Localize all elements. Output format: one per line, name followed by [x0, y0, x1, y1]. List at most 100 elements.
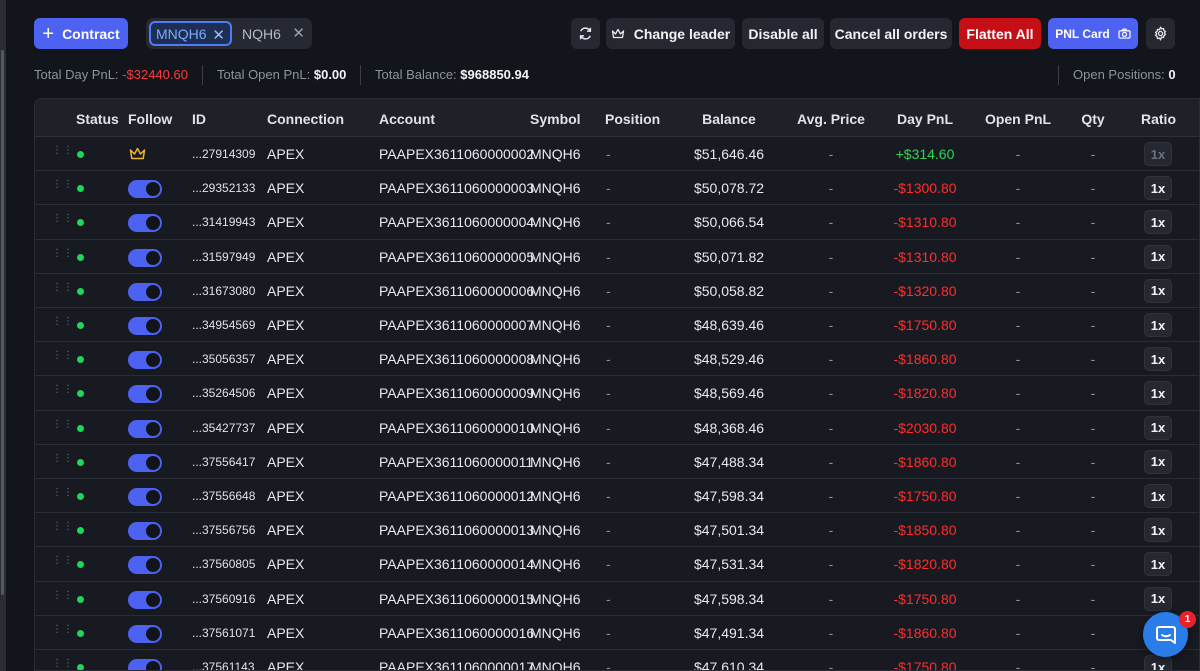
follow-toggle[interactable] — [128, 522, 162, 541]
follow-toggle[interactable] — [128, 248, 162, 267]
follow-toggle[interactable] — [128, 659, 162, 670]
close-icon[interactable]: ✕ — [212, 27, 225, 44]
account-name: PAAPEX3611060000003 — [379, 180, 535, 197]
ratio-button[interactable]: 1x — [1144, 244, 1172, 269]
drag-handle-icon[interactable]: ⋮⋮ — [52, 658, 74, 669]
drag-handle-icon[interactable]: ⋮⋮ — [52, 247, 74, 259]
day-pnl: -$1860.80 — [893, 351, 957, 368]
tab-nqh6[interactable]: NQH6 ✕ — [238, 21, 310, 46]
follow-toggle[interactable] — [128, 419, 162, 438]
follow-toggle[interactable] — [128, 590, 162, 609]
follow-toggle[interactable] — [128, 624, 162, 643]
drag-handle-icon[interactable]: ⋮⋮ — [52, 418, 74, 430]
follow-toggle[interactable] — [128, 556, 162, 575]
status-indicator — [77, 390, 84, 398]
day-pnl: -$1750.80 — [893, 590, 957, 607]
ratio-button[interactable]: 1x — [1144, 278, 1172, 303]
ratio-button[interactable]: 1x — [1144, 210, 1172, 235]
header-qty[interactable]: Qty — [1081, 111, 1105, 127]
ratio-button[interactable]: 1x — [1144, 313, 1172, 337]
header-connection[interactable]: Connection — [267, 111, 344, 127]
refresh-button[interactable] — [571, 18, 600, 49]
follow-toggle[interactable] — [128, 214, 162, 233]
follow-toggle[interactable] — [128, 180, 162, 199]
ratio-button[interactable]: 1x — [1144, 449, 1172, 474]
balance: $50,078.72 — [693, 180, 765, 197]
cancel-all-orders-button[interactable]: Cancel all orders — [830, 18, 952, 49]
drag-handle-icon[interactable]: ⋮⋮ — [52, 521, 74, 533]
follow-toggle[interactable] — [128, 385, 162, 404]
ratio-button[interactable]: 1x — [1144, 347, 1172, 372]
ratio-button[interactable]: 1x — [1144, 142, 1172, 166]
change-leader-label: Change leader — [633, 25, 731, 42]
total-balance-value: $968850.94 — [460, 67, 529, 82]
position: - — [606, 488, 611, 504]
symbol: MNQH6 — [530, 419, 581, 436]
tab-mnqh6[interactable]: MNQH6 ✕ — [149, 21, 232, 46]
pnl-card-button[interactable]: PNL Card — [1048, 18, 1138, 49]
header-follow[interactable]: Follow — [128, 111, 173, 127]
drag-handle-icon[interactable]: ⋮⋮ — [52, 179, 74, 191]
qty: - — [1090, 488, 1096, 504]
ratio-button[interactable]: 1x — [1144, 552, 1172, 577]
header-symbol[interactable]: Symbol — [530, 111, 581, 127]
drag-handle-icon[interactable]: ⋮⋮ — [52, 350, 74, 362]
drag-handle-icon[interactable]: ⋮⋮ — [52, 589, 74, 601]
follow-toggle[interactable] — [128, 453, 162, 472]
position: - — [606, 453, 611, 470]
close-icon[interactable]: ✕ — [292, 25, 305, 42]
header-ratio[interactable]: Ratio — [1141, 111, 1176, 127]
table-row: ⋮⋮ ...27914309 APEX PAAPEX3611060000002 MNQH… — [35, 137, 1199, 172]
open-pnl: - — [1015, 624, 1021, 641]
table-row: ⋮⋮ ...37561071 APEX PAAPEX3611060000016 MNQH… — [35, 616, 1199, 650]
drag-handle-icon[interactable]: ⋮⋮ — [52, 213, 74, 225]
day-pnl: -$1860.80 — [893, 624, 957, 641]
ratio-button[interactable]: 1x — [1144, 415, 1172, 440]
drag-handle-icon[interactable]: ⋮⋮ — [52, 316, 74, 327]
drag-handle-icon[interactable]: ⋮⋮ — [52, 384, 74, 396]
divider — [202, 65, 203, 85]
header-avg-price[interactable]: Avg. Price — [797, 111, 865, 127]
position: - — [606, 180, 611, 197]
avg-price: - — [828, 590, 834, 607]
flatten-all-button[interactable]: Flatten All — [959, 18, 1041, 49]
header-day-pnl[interactable]: Day PnL — [896, 111, 954, 127]
table-row: ⋮⋮ ...35427737 APEX PAAPEX3611060000010 MNQH… — [35, 411, 1199, 445]
drag-handle-icon[interactable]: ⋮⋮ — [52, 623, 74, 635]
header-status[interactable]: Status — [76, 111, 119, 127]
settings-button[interactable] — [1146, 18, 1175, 49]
follow-toggle[interactable] — [128, 488, 162, 506]
drag-handle-icon[interactable]: ⋮⋮ — [52, 555, 74, 567]
follow-toggle[interactable] — [128, 282, 162, 301]
drag-handle-icon[interactable]: ⋮⋮ — [52, 487, 74, 498]
ratio-button[interactable]: 1x — [1144, 484, 1172, 508]
header-balance[interactable]: Balance — [702, 111, 756, 127]
header-position[interactable]: Position — [605, 111, 661, 127]
symbol: MNQH6 — [530, 659, 581, 671]
balance: $50,071.82 — [693, 248, 765, 265]
drag-handle-icon[interactable]: ⋮⋮ — [52, 452, 74, 464]
header-account[interactable]: Account — [379, 111, 435, 127]
account-id: ...37556417 — [192, 454, 256, 469]
total-day-pnl-label: Total Day PnL: — [34, 67, 119, 82]
ratio-button[interactable]: 1x — [1144, 586, 1172, 611]
qty: - — [1090, 419, 1096, 436]
avg-price: - — [828, 624, 834, 641]
add-contract-button[interactable]: + Contract — [34, 18, 128, 49]
header-open-pnl[interactable]: Open PnL — [984, 111, 1052, 127]
drag-handle-icon[interactable]: ⋮⋮ — [52, 145, 74, 156]
disable-all-button[interactable]: Disable all — [742, 18, 824, 49]
follow-toggle[interactable] — [128, 351, 162, 370]
edge-scrollbar[interactable] — [1, 50, 4, 595]
ratio-button[interactable]: 1x — [1144, 176, 1172, 201]
change-leader-button[interactable]: Change leader — [606, 18, 735, 49]
ratio-button[interactable]: 1x — [1144, 655, 1172, 670]
open-pnl: - — [1015, 385, 1021, 402]
drag-handle-icon[interactable]: ⋮⋮ — [52, 281, 74, 293]
open-pnl: - — [1015, 488, 1021, 504]
ratio-button[interactable]: 1x — [1144, 381, 1172, 406]
crown-icon — [129, 147, 146, 160]
follow-toggle[interactable] — [128, 317, 162, 335]
ratio-button[interactable]: 1x — [1144, 518, 1172, 543]
header-id[interactable]: ID — [192, 111, 206, 127]
